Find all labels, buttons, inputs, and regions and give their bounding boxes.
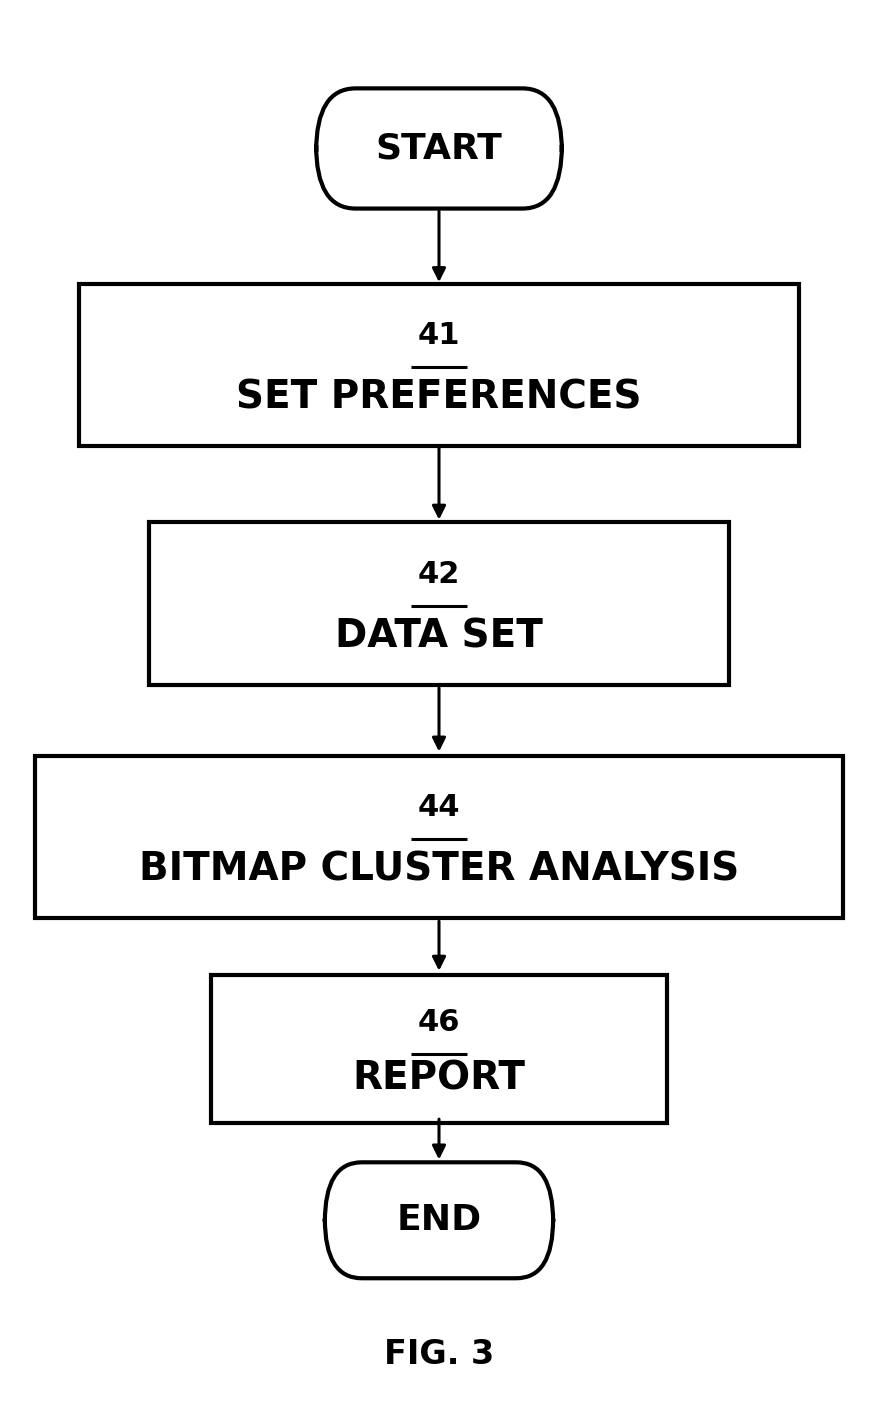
- Text: 44: 44: [417, 793, 460, 823]
- Text: REPORT: REPORT: [352, 1060, 525, 1097]
- Text: FIG. 3: FIG. 3: [383, 1338, 494, 1372]
- Text: 41: 41: [417, 321, 460, 351]
- Text: 42: 42: [417, 560, 460, 590]
- Text: START: START: [375, 132, 502, 165]
- Text: END: END: [396, 1203, 481, 1237]
- Text: BITMAP CLUSTER ANALYSIS: BITMAP CLUSTER ANALYSIS: [139, 851, 738, 888]
- Text: 46: 46: [417, 1008, 460, 1036]
- Text: DATA SET: DATA SET: [335, 618, 542, 655]
- Text: SET PREFERENCES: SET PREFERENCES: [236, 379, 641, 416]
